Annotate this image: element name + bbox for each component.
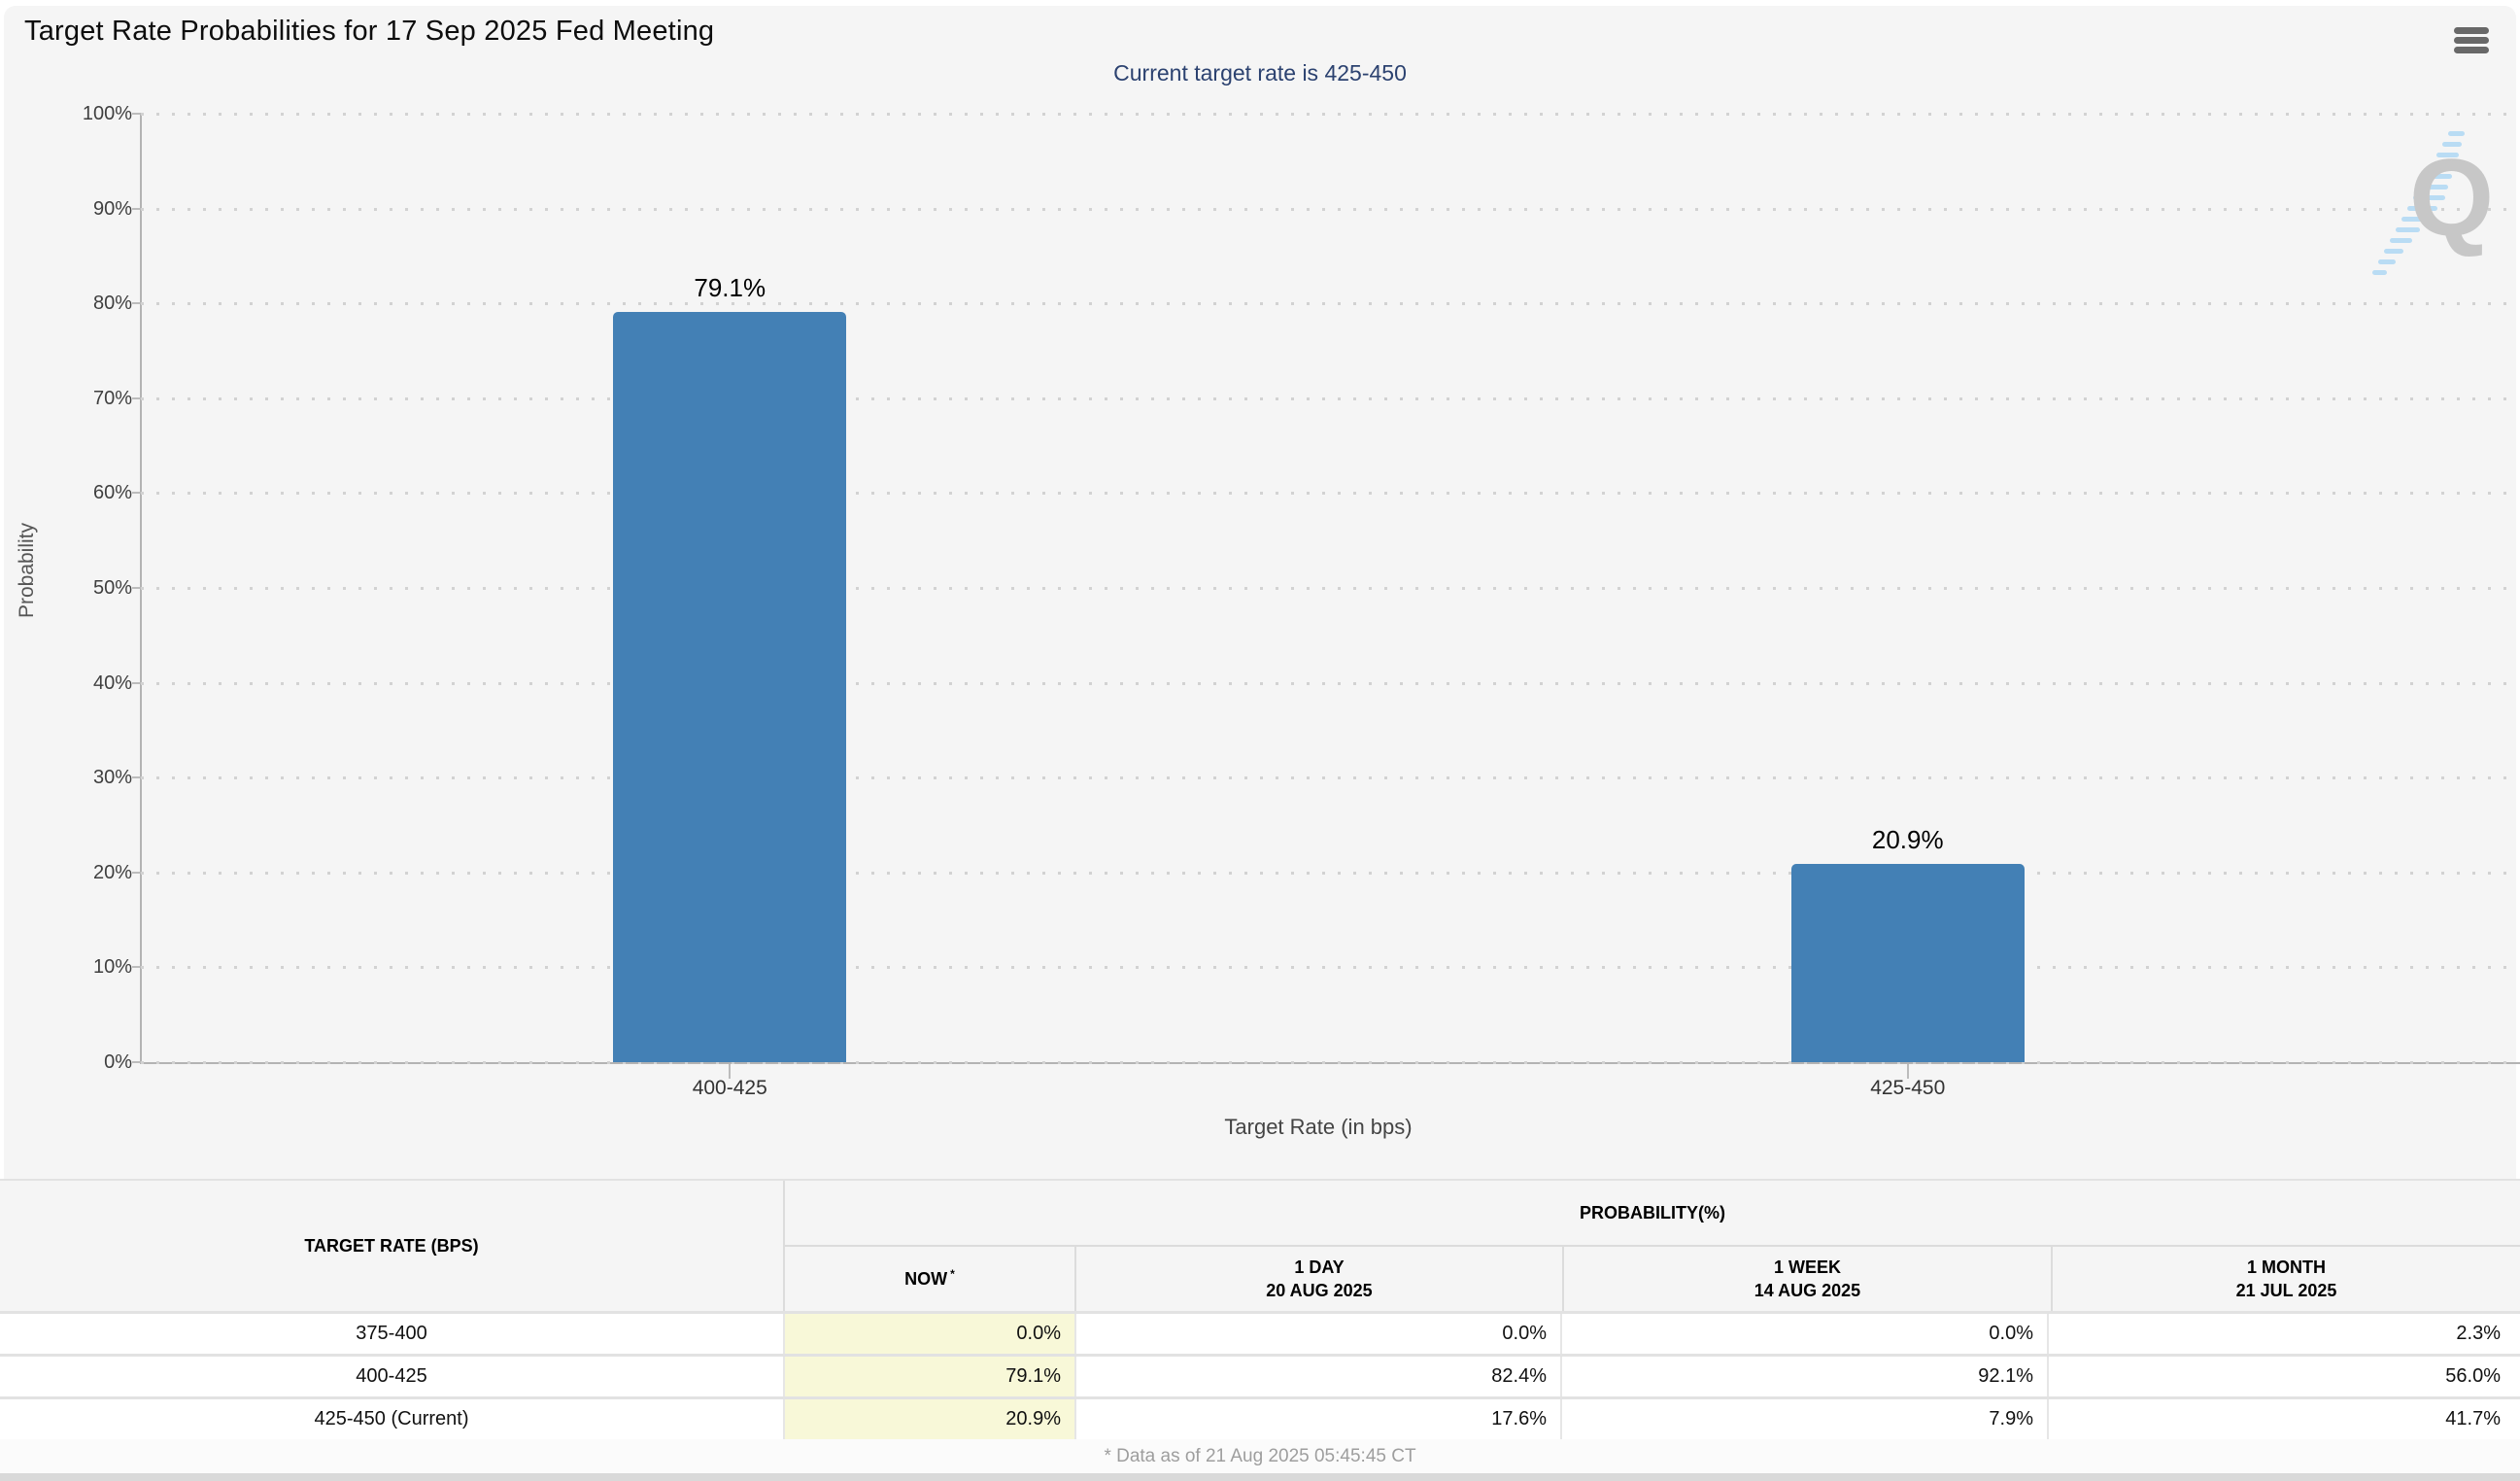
cell-target-rate: 425-450 (Current) bbox=[0, 1399, 785, 1439]
gridline bbox=[141, 396, 2510, 400]
x-axis-title: Target Rate (in bps) bbox=[1224, 1115, 1413, 1139]
bar-400-425[interactable] bbox=[613, 311, 847, 1062]
data-as-of-note: * Data as of 21 Aug 2025 05:45:45 CT bbox=[0, 1439, 2520, 1473]
y-tick-label: 70% bbox=[92, 387, 132, 409]
current-target-rate-subtitle: Current target rate is 425-450 bbox=[1113, 60, 1407, 86]
table-row: 400-425 79.1% 82.4% 92.1% 56.0% bbox=[0, 1357, 2520, 1396]
y-tick-mark bbox=[132, 681, 141, 684]
y-axis-title: Probability bbox=[16, 522, 38, 619]
y-tick-label: 10% bbox=[92, 956, 132, 979]
cell-1-day: 0.0% bbox=[1074, 1314, 1560, 1354]
x-tick-mark bbox=[1906, 1064, 1909, 1079]
gridline bbox=[141, 1061, 2510, 1064]
y-tick-mark bbox=[132, 302, 141, 305]
y-tick-mark bbox=[132, 966, 141, 969]
y-tick-label: 50% bbox=[92, 577, 132, 599]
cell-1-day: 82.4% bbox=[1074, 1357, 1560, 1396]
probability-table: TARGET RATE (BPS) PROBABILITY(%) NOW * 1 D… bbox=[0, 1179, 2520, 1444]
y-tick-mark bbox=[132, 871, 141, 874]
column-header-now: NOW * bbox=[904, 1267, 955, 1290]
bar-value-label: 20.9% bbox=[1871, 825, 1944, 855]
y-tick-label: 90% bbox=[92, 197, 132, 220]
gridline bbox=[141, 492, 2510, 496]
page-title: Target Rate Probabilities for 17 Sep 202… bbox=[24, 16, 715, 47]
cell-now: 20.9% bbox=[785, 1399, 1074, 1439]
column-group-header-probability: PROBABILITY(%) bbox=[785, 1181, 2520, 1247]
bar-425-450[interactable] bbox=[1790, 864, 2025, 1062]
cell-target-rate: 400-425 bbox=[0, 1357, 785, 1396]
cell-now: 79.1% bbox=[785, 1357, 1074, 1396]
y-tick-mark bbox=[132, 1061, 141, 1063]
y-tick-label: 100% bbox=[82, 103, 132, 124]
cell-now: 0.0% bbox=[785, 1314, 1074, 1354]
table-header: TARGET RATE (BPS) PROBABILITY(%) NOW * 1 D… bbox=[0, 1181, 2520, 1311]
gridline bbox=[141, 776, 2510, 780]
cell-1-month: 2.3% bbox=[2047, 1314, 2514, 1354]
cell-1-month: 41.7% bbox=[2047, 1399, 2514, 1439]
y-tick-label: 40% bbox=[92, 672, 132, 694]
y-tick-mark bbox=[132, 207, 141, 210]
x-tick-label: 425-450 bbox=[1870, 1077, 1946, 1099]
column-header-1-month: 1 MONTH 21 JUL 2025 bbox=[2051, 1247, 2520, 1311]
y-tick-label: 80% bbox=[92, 293, 132, 315]
table-row: 375-400 0.0% 0.0% 0.0% 2.3% bbox=[0, 1314, 2520, 1354]
cell-1-week: 0.0% bbox=[1560, 1314, 2047, 1354]
table-subheaders: NOW * 1 DAY 20 AUG 2025 1 WEEK 14 AUG 2025 1 M… bbox=[785, 1247, 2520, 1311]
gridline bbox=[141, 871, 2510, 875]
cell-1-week: 7.9% bbox=[1560, 1399, 2047, 1439]
gridline bbox=[141, 302, 2510, 306]
gridline bbox=[141, 207, 2510, 211]
cell-1-month: 56.0% bbox=[2047, 1357, 2514, 1396]
gridline bbox=[141, 966, 2510, 970]
y-tick-mark bbox=[132, 587, 141, 589]
y-tick-mark bbox=[132, 113, 141, 115]
bottom-scroll-track bbox=[0, 1473, 2520, 1481]
x-tick-label: 400-425 bbox=[692, 1077, 767, 1099]
column-header-target-rate: TARGET RATE (BPS) bbox=[0, 1181, 785, 1311]
bar-value-label: 79.1% bbox=[694, 272, 766, 302]
y-tick-mark bbox=[132, 776, 141, 779]
table-row: 425-450 (Current) 20.9% 17.6% 7.9% 41.7% bbox=[0, 1399, 2520, 1439]
column-header-1-day: 1 DAY 20 AUG 2025 bbox=[1074, 1247, 1562, 1311]
hamburger-icon bbox=[2454, 37, 2489, 44]
hamburger-icon bbox=[2454, 27, 2489, 34]
column-header-1-week: 1 WEEK 14 AUG 2025 bbox=[1562, 1247, 2051, 1311]
table-body: 375-400 0.0% 0.0% 0.0% 2.3% 400-425 79.1% 82.4%… bbox=[0, 1311, 2520, 1444]
cell-1-day: 17.6% bbox=[1074, 1399, 1560, 1439]
cell-target-rate: 375-400 bbox=[0, 1314, 785, 1354]
x-tick-mark bbox=[729, 1064, 732, 1079]
gridline bbox=[141, 681, 2510, 685]
cell-1-week: 92.1% bbox=[1560, 1357, 2047, 1396]
y-tick-label: 30% bbox=[92, 767, 132, 789]
y-tick-mark bbox=[132, 492, 141, 495]
y-tick-label: 0% bbox=[104, 1051, 132, 1073]
y-tick-label: 60% bbox=[92, 482, 132, 504]
hamburger-icon bbox=[2454, 47, 2489, 53]
gridline bbox=[141, 587, 2510, 590]
gridline bbox=[141, 113, 2510, 116]
hamburger-menu-button[interactable] bbox=[2454, 27, 2489, 54]
y-tick-label: 20% bbox=[92, 861, 132, 883]
y-tick-mark bbox=[132, 396, 141, 399]
